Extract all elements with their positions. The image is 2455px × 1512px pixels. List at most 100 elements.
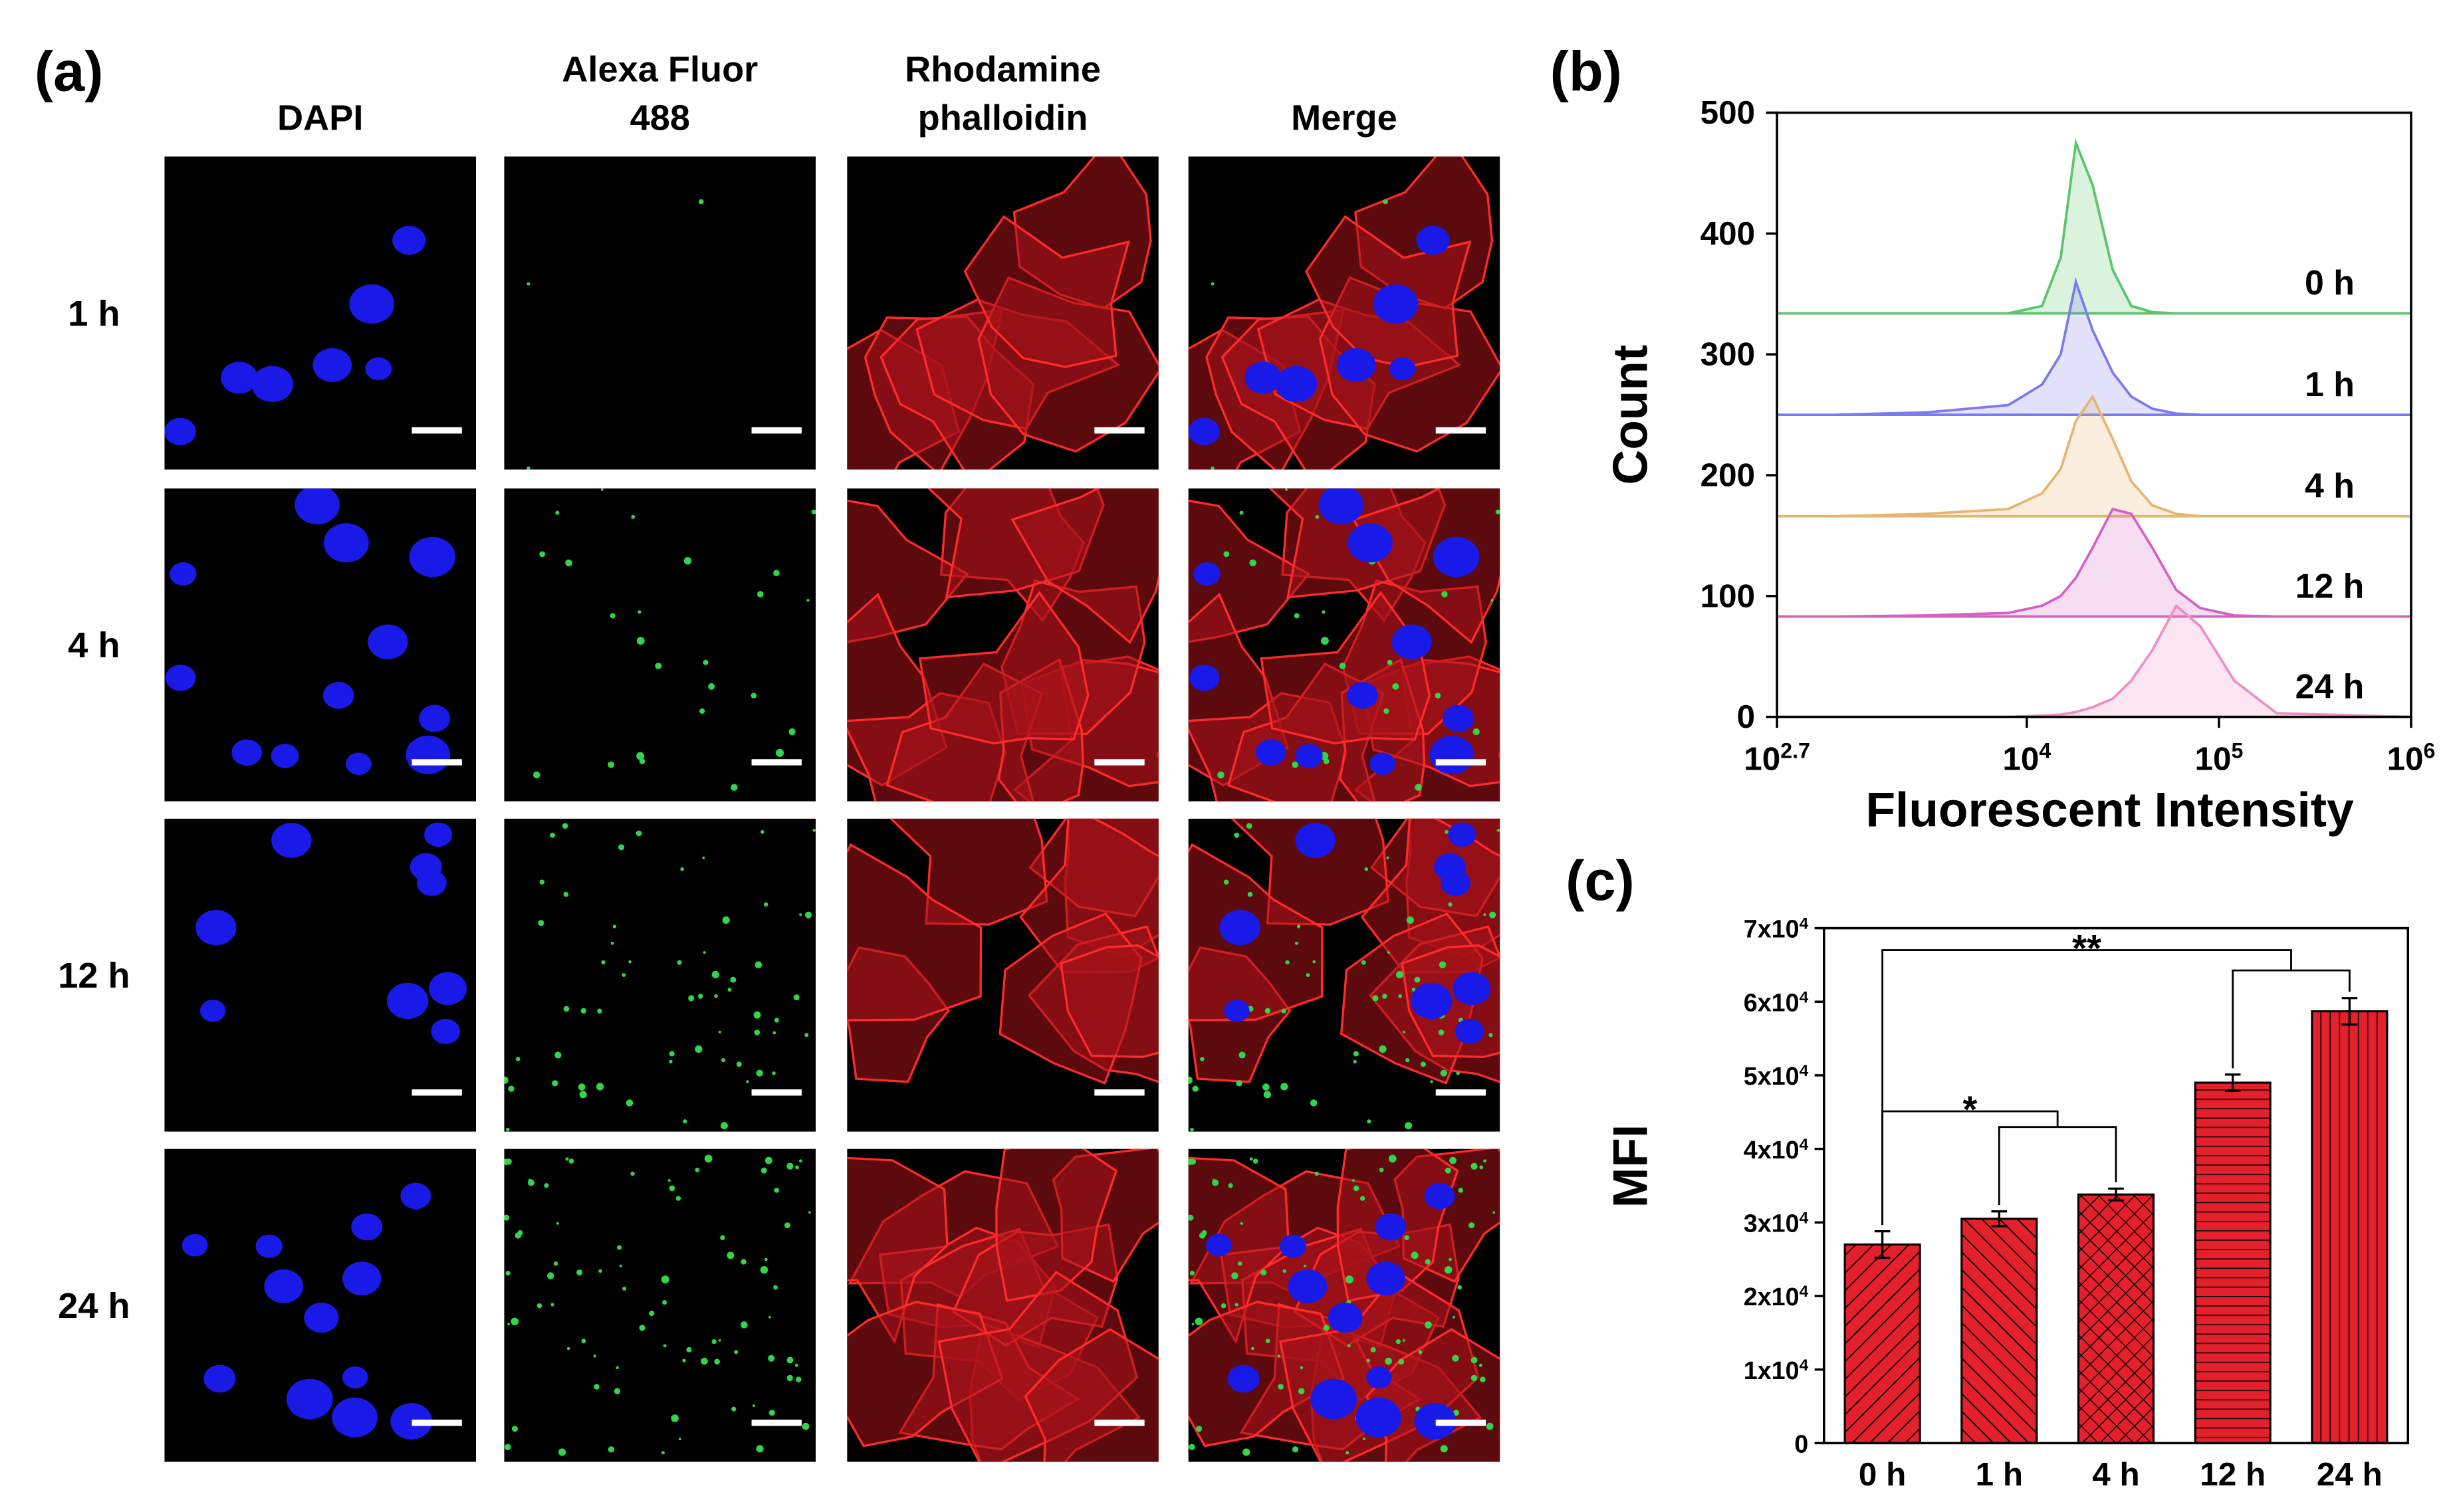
green-spot bbox=[731, 784, 738, 791]
nucleus bbox=[1416, 225, 1450, 255]
green-spot bbox=[1285, 488, 1288, 491]
green-spot bbox=[1211, 282, 1215, 286]
green-spot bbox=[731, 1406, 737, 1412]
green-spot bbox=[1383, 199, 1388, 205]
column-header: Rhodamine bbox=[905, 49, 1101, 89]
green-spot bbox=[600, 488, 604, 491]
significance-mark: * bbox=[1962, 1089, 1977, 1131]
y-tick-label: 500 bbox=[1700, 94, 1755, 131]
green-spot bbox=[714, 1358, 721, 1365]
nucleus bbox=[1318, 488, 1364, 524]
nucleus bbox=[351, 1213, 383, 1241]
green-spot bbox=[1444, 1265, 1453, 1274]
green-spot bbox=[1478, 1363, 1482, 1367]
green-spot bbox=[1386, 856, 1389, 859]
green-spot bbox=[1217, 771, 1225, 779]
nucleus bbox=[1443, 704, 1474, 732]
nucleus bbox=[365, 357, 392, 381]
green-spot bbox=[708, 683, 715, 690]
nucleus bbox=[294, 488, 340, 524]
green-spot bbox=[1439, 961, 1447, 968]
green-spot bbox=[786, 1162, 794, 1170]
green-spot bbox=[699, 708, 705, 714]
green-spot bbox=[526, 466, 530, 470]
green-spot bbox=[1249, 1157, 1253, 1161]
green-spot bbox=[539, 551, 546, 558]
error-bar bbox=[1874, 1230, 1891, 1259]
nucleus bbox=[1424, 1182, 1455, 1210]
green-spot bbox=[1285, 960, 1290, 965]
error-bar bbox=[2224, 1073, 2241, 1092]
nucleus bbox=[1441, 870, 1471, 897]
nucleus bbox=[1295, 823, 1336, 858]
green-spot bbox=[703, 659, 709, 665]
nucleus bbox=[1369, 752, 1395, 776]
nucleus bbox=[346, 752, 372, 776]
micrograph bbox=[504, 818, 816, 1132]
green-spot bbox=[1314, 1171, 1319, 1176]
y-tick-label: 2x104 bbox=[1744, 1283, 1809, 1311]
cell bbox=[1010, 488, 1159, 645]
x-tick-label: 4 h bbox=[2092, 1456, 2139, 1493]
green-spot bbox=[1418, 1350, 1423, 1354]
green-spot bbox=[764, 1257, 768, 1261]
green-spot bbox=[1351, 1179, 1355, 1182]
green-spot bbox=[775, 748, 784, 757]
y-tick-label: 300 bbox=[1700, 336, 1755, 373]
green-spot bbox=[562, 823, 568, 829]
green-spot bbox=[768, 1410, 775, 1416]
green-spot bbox=[1488, 1033, 1493, 1037]
green-spot bbox=[532, 771, 540, 779]
nucleus bbox=[1366, 1366, 1392, 1389]
green-spot bbox=[677, 960, 682, 965]
nucleus bbox=[251, 366, 294, 403]
error-bar bbox=[1991, 1210, 2008, 1228]
green-spot bbox=[721, 1058, 726, 1063]
green-spot bbox=[558, 1448, 566, 1456]
green-spot bbox=[1192, 1085, 1199, 1092]
nucleus bbox=[165, 665, 196, 691]
green-spot bbox=[1457, 1285, 1462, 1290]
green-spot bbox=[1363, 1438, 1365, 1440]
green-spot bbox=[808, 1211, 811, 1214]
green-spot bbox=[565, 1157, 569, 1161]
green-spot bbox=[1200, 1057, 1205, 1061]
green-spot bbox=[1440, 1445, 1448, 1453]
green-spot bbox=[1449, 1156, 1457, 1164]
green-spot bbox=[1387, 951, 1390, 954]
cell bbox=[1260, 591, 1431, 745]
y-tick-label: 1x104 bbox=[1744, 1356, 1809, 1384]
y-tick-label: 4x104 bbox=[1744, 1135, 1809, 1164]
green-spot bbox=[1251, 1347, 1254, 1350]
green-spot bbox=[1345, 1275, 1353, 1284]
green-spot bbox=[730, 976, 737, 983]
green-spot bbox=[1366, 1358, 1370, 1362]
row-label: 12 h bbox=[58, 956, 130, 996]
green-spot bbox=[683, 557, 692, 565]
green-spot bbox=[764, 902, 768, 907]
green-spot bbox=[1405, 1122, 1413, 1130]
green-spot bbox=[727, 988, 732, 992]
green-spot bbox=[720, 1235, 725, 1240]
nucleus bbox=[1391, 624, 1432, 659]
green-spot bbox=[1361, 960, 1366, 965]
green-spot bbox=[1367, 1119, 1371, 1124]
green-spot bbox=[610, 941, 614, 945]
green-spot bbox=[1359, 1196, 1365, 1201]
micrograph-bg bbox=[504, 818, 816, 1132]
nucleus bbox=[1193, 562, 1221, 586]
green-spot bbox=[1404, 1235, 1409, 1240]
nucleus bbox=[409, 536, 456, 578]
green-spot bbox=[1294, 941, 1298, 945]
green-spot bbox=[675, 1196, 681, 1201]
green-spot bbox=[1353, 1051, 1359, 1057]
cell bbox=[963, 215, 1131, 368]
y-tick-label: 0 bbox=[1737, 699, 1756, 735]
green-spot bbox=[1191, 1323, 1195, 1326]
series-label: 24 h bbox=[2295, 667, 2365, 705]
green-spot bbox=[788, 728, 796, 736]
green-spot bbox=[667, 1179, 671, 1182]
green-spot bbox=[711, 1339, 717, 1345]
nucleus bbox=[1429, 735, 1474, 774]
green-spot bbox=[1353, 1185, 1359, 1192]
